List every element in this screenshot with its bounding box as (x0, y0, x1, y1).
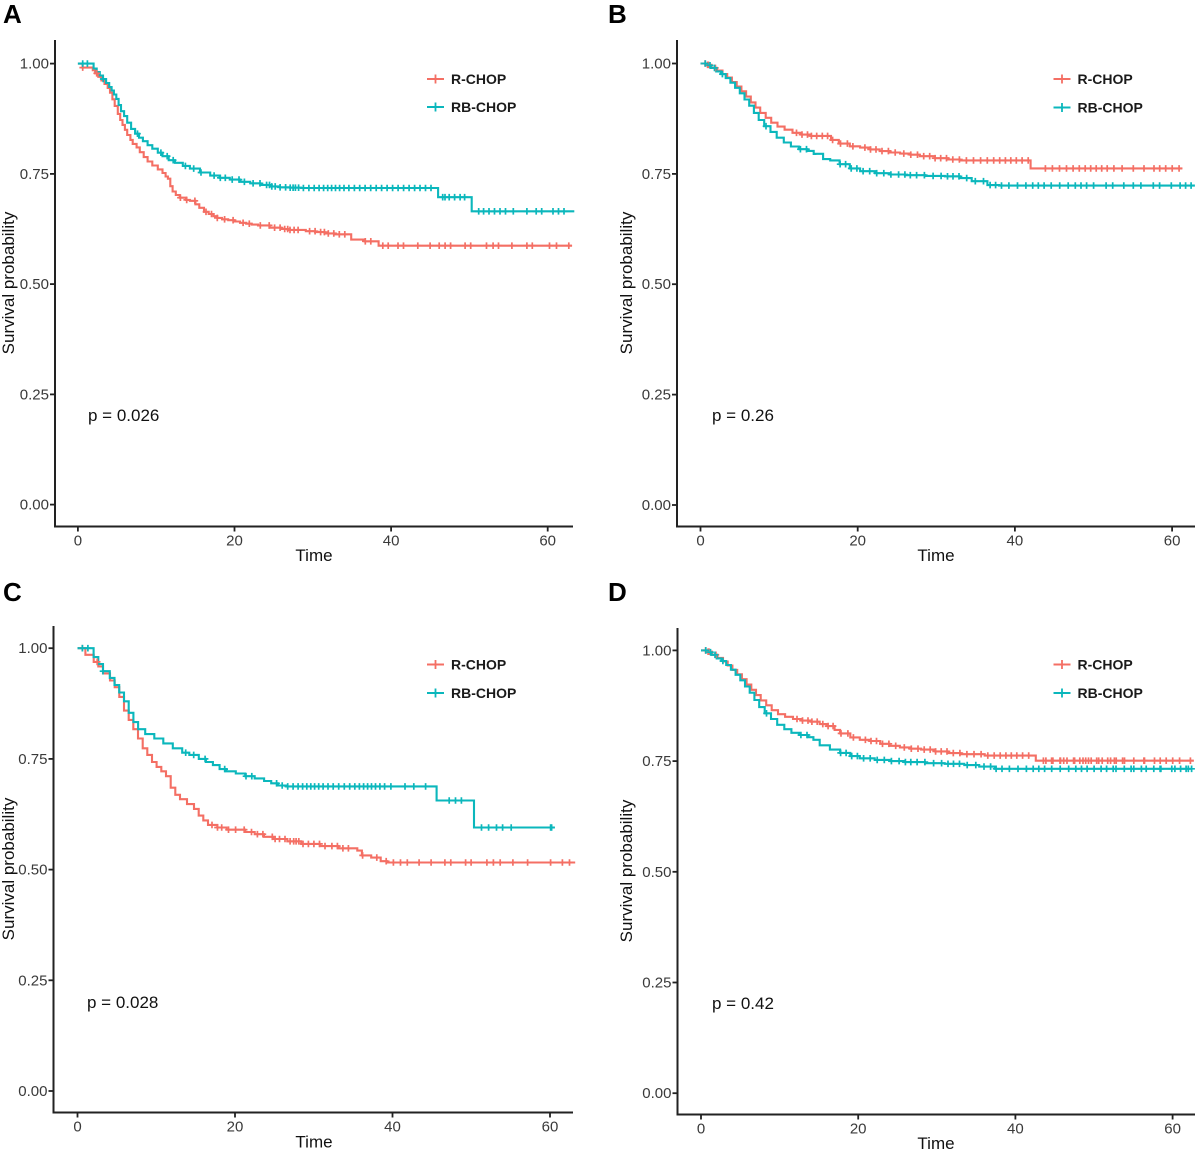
svg-text:60: 60 (1164, 1121, 1181, 1138)
svg-text:0.50: 0.50 (20, 276, 49, 293)
svg-text:1.00: 1.00 (642, 642, 671, 659)
svg-text:0.75: 0.75 (642, 753, 671, 770)
svg-text:0.00: 0.00 (20, 497, 49, 514)
svg-text:R-CHOP: R-CHOP (1078, 657, 1133, 673)
svg-text:B: B (608, 0, 627, 29)
svg-text:p = 0.026: p = 0.026 (88, 406, 159, 425)
svg-text:0.75: 0.75 (20, 166, 49, 183)
svg-text:D: D (608, 577, 627, 607)
svg-text:RB-CHOP: RB-CHOP (1078, 685, 1143, 701)
svg-text:40: 40 (384, 1119, 401, 1136)
svg-text:40: 40 (1007, 533, 1024, 550)
svg-text:20: 20 (849, 533, 866, 550)
svg-text:0.50: 0.50 (642, 864, 671, 881)
svg-text:0.25: 0.25 (18, 972, 47, 989)
svg-text:0.00: 0.00 (642, 497, 671, 514)
svg-text:60: 60 (1164, 533, 1181, 550)
svg-text:Survival probability: Survival probability (0, 797, 18, 940)
svg-text:RB-CHOP: RB-CHOP (1078, 100, 1143, 116)
svg-text:p = 0.028: p = 0.028 (87, 993, 158, 1012)
svg-text:1.00: 1.00 (20, 56, 49, 73)
svg-text:40: 40 (1007, 1121, 1024, 1138)
svg-text:Survival probability: Survival probability (617, 211, 636, 354)
svg-text:Survival probability: Survival probability (0, 211, 18, 354)
svg-text:0.25: 0.25 (642, 387, 671, 404)
svg-text:0.75: 0.75 (642, 166, 671, 183)
svg-text:Time: Time (917, 546, 954, 565)
svg-text:RB-CHOP: RB-CHOP (451, 685, 516, 701)
svg-text:0: 0 (696, 533, 704, 550)
svg-text:0.00: 0.00 (642, 1085, 671, 1102)
svg-text:RB-CHOP: RB-CHOP (451, 99, 516, 115)
svg-text:1.00: 1.00 (642, 56, 671, 73)
svg-text:20: 20 (226, 533, 243, 550)
svg-text:0.25: 0.25 (642, 975, 671, 992)
svg-text:R-CHOP: R-CHOP (451, 71, 506, 87)
svg-text:1.00: 1.00 (18, 640, 47, 657)
svg-text:0.50: 0.50 (18, 862, 47, 879)
svg-text:p = 0.26: p = 0.26 (712, 406, 774, 425)
svg-text:60: 60 (539, 533, 556, 550)
svg-text:C: C (3, 577, 22, 607)
svg-text:A: A (3, 0, 22, 29)
svg-text:R-CHOP: R-CHOP (451, 657, 506, 673)
svg-text:Time: Time (295, 1133, 332, 1150)
svg-text:40: 40 (383, 533, 400, 550)
svg-text:0: 0 (697, 1121, 705, 1138)
svg-text:p = 0.42: p = 0.42 (712, 994, 774, 1013)
svg-text:0: 0 (73, 1119, 81, 1136)
svg-text:0.75: 0.75 (18, 751, 47, 768)
svg-text:Time: Time (295, 546, 332, 565)
svg-text:20: 20 (850, 1121, 867, 1138)
svg-text:Time: Time (917, 1134, 954, 1150)
svg-text:0: 0 (74, 533, 82, 550)
svg-text:0.50: 0.50 (642, 276, 671, 293)
svg-text:0.25: 0.25 (20, 386, 49, 403)
svg-text:Survival probability: Survival probability (617, 799, 636, 942)
svg-text:R-CHOP: R-CHOP (1078, 71, 1133, 87)
svg-text:0.00: 0.00 (18, 1083, 47, 1100)
svg-text:60: 60 (542, 1119, 559, 1136)
svg-text:20: 20 (227, 1119, 244, 1136)
